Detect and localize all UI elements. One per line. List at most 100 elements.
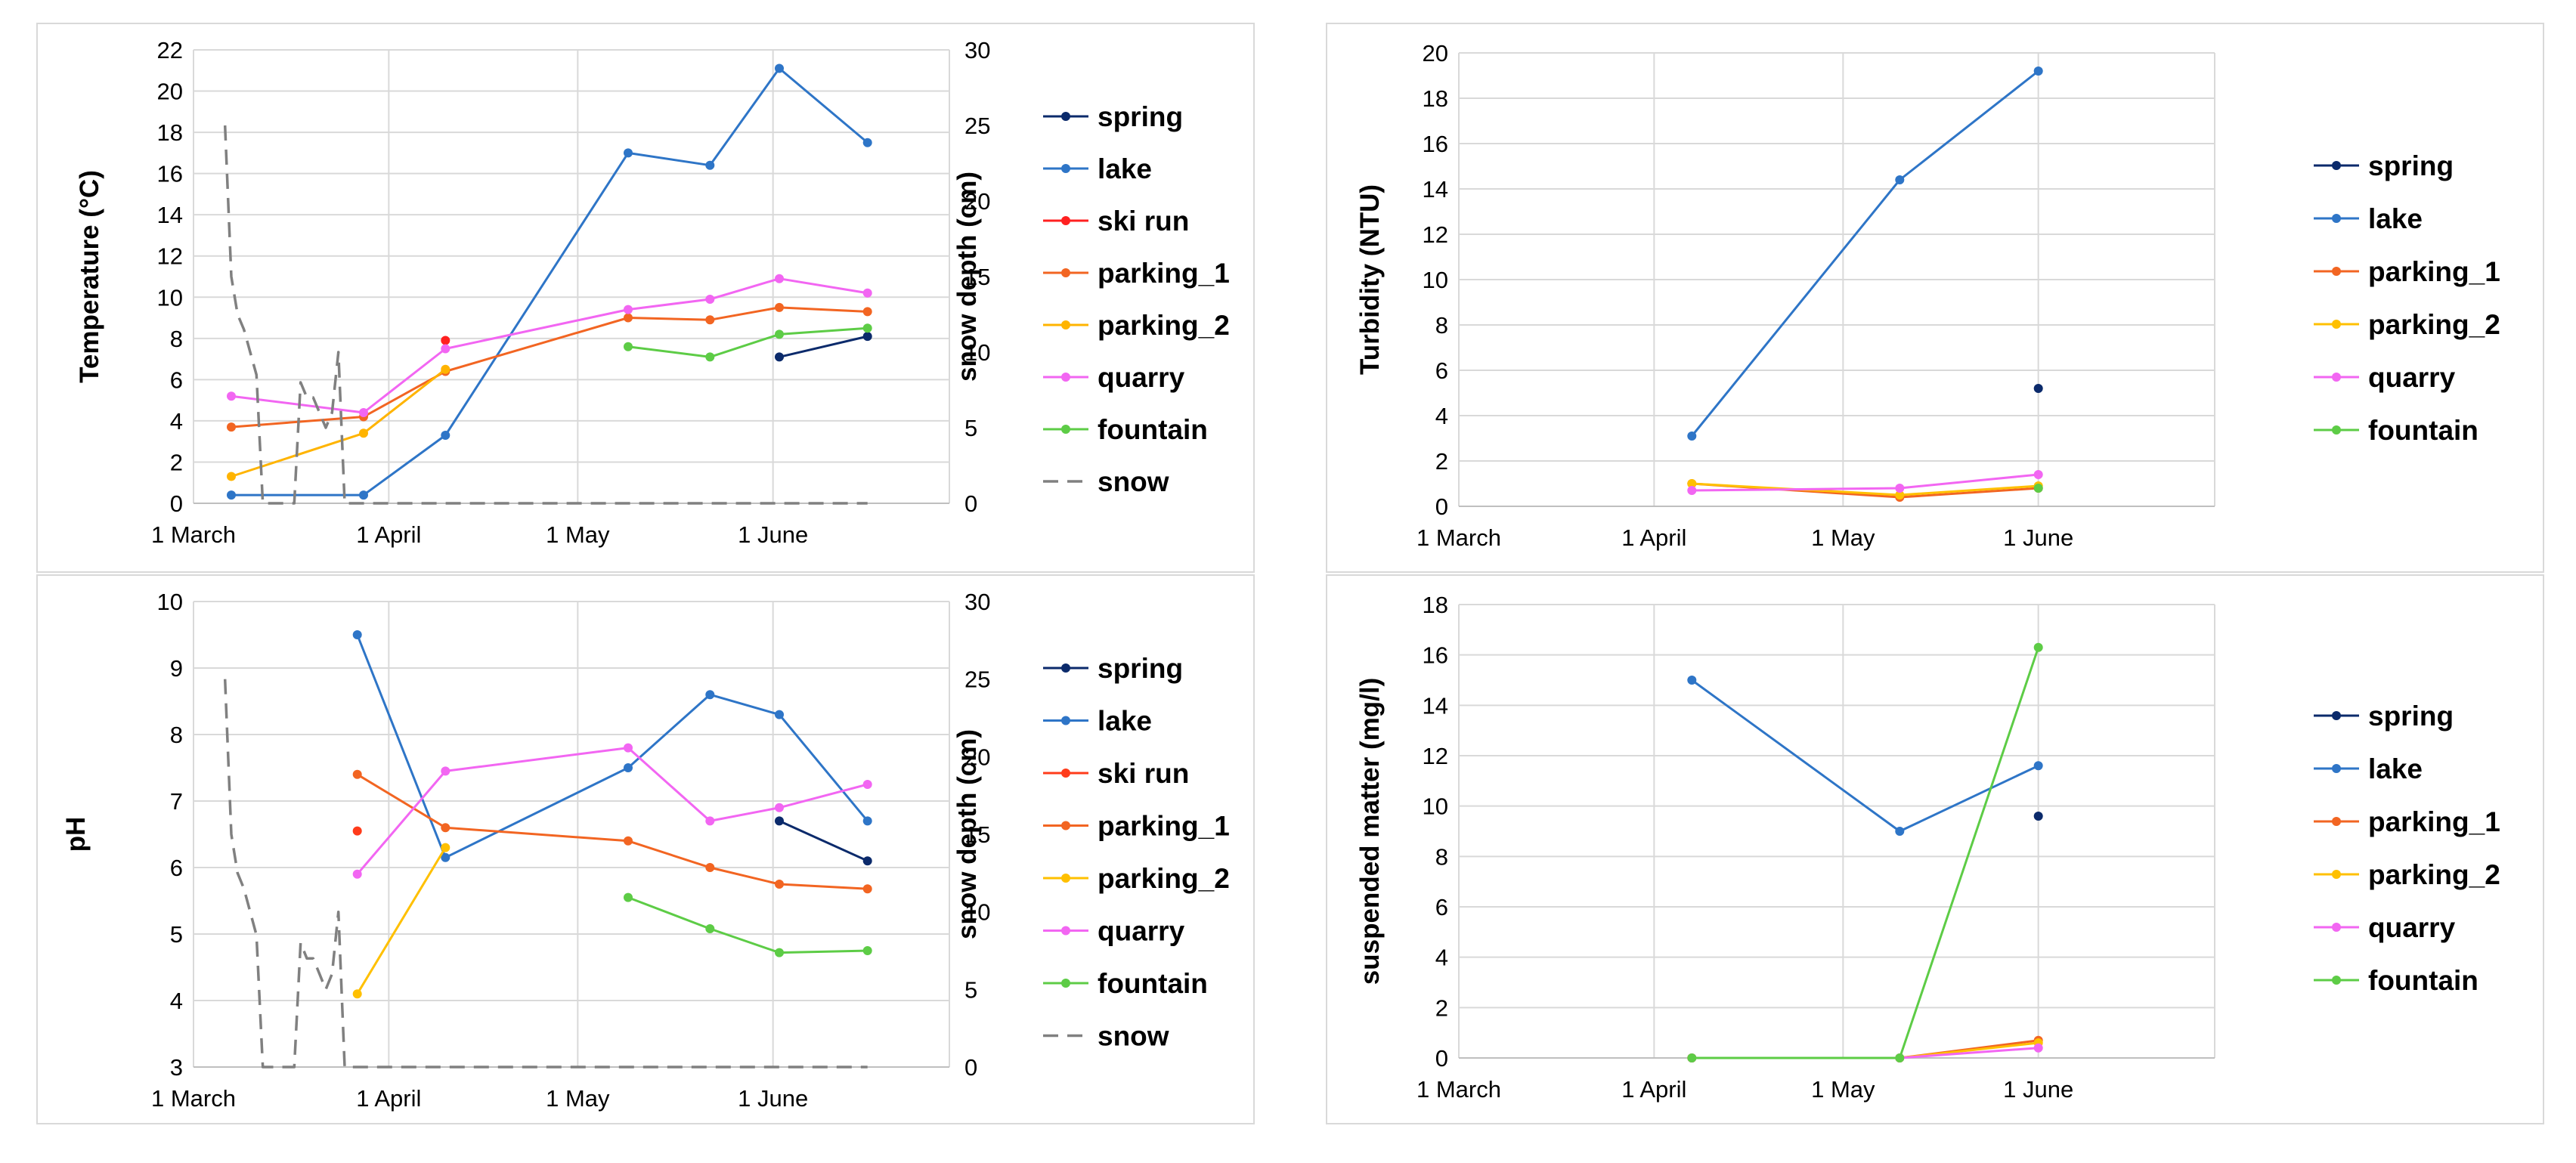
data-point-quarry [862,288,872,298]
y2-tick-label: 10 [964,339,990,366]
legend-label-quarry: quarry [2368,912,2456,943]
legend-marker-spring [1061,112,1070,121]
legend-label-parking-2: parking_2 [1098,863,1230,894]
data-point-lake [624,763,633,772]
data-point-fountain [624,342,633,351]
legend-marker-quarry [2332,373,2341,382]
legend-label-ski-run: ski run [1098,758,1189,789]
data-point-parking-2 [441,364,450,374]
series-line-fountain [1692,647,2040,1059]
y2-tick-label: 0 [964,490,977,517]
y-tick-label: 4 [170,408,183,435]
data-point-lake [705,160,715,170]
x-tick-label: 1 April [356,1085,421,1112]
y-tick-label: 10 [157,589,183,615]
suspended-matter-chart: 0 2 4 6 8 10 12 14 16 18 1 March 1 April 1 May 1 June… [1355,592,2500,1103]
series-line-parking-2 [356,846,447,994]
x-tick-label: 1 April [1621,1076,1686,1103]
legend-marker-parking-2 [2332,870,2341,879]
legend-label-spring: spring [2368,150,2454,181]
legend-marker-ski-run [1061,769,1070,778]
data-point-lake [862,138,872,147]
legend-marker-fountain [2332,425,2341,435]
legend-label-ski-run: ski run [1098,206,1189,237]
data-point-fountain [705,924,715,933]
x-tick-label: 1 May [1811,524,1875,551]
legend-marker-spring [2332,711,2341,720]
data-point-spring [2033,812,2043,821]
legend-marker-parking-1 [1061,268,1070,277]
data-point-lake [1687,676,1697,685]
data-point-lake [862,816,872,826]
legend-marker-lake [2332,214,2341,223]
x-tick-label: 1 June [2003,524,2073,551]
x-tick-label: 1 June [738,521,808,548]
series-line-lake [1691,70,2039,437]
legend-label-parking-1: parking_1 [2368,256,2500,287]
y-tick-label: 10 [157,284,183,311]
y-tick-label: 8 [170,326,183,352]
y2-tick-label: 15 [964,264,990,290]
data-point-lake [441,431,450,440]
legend-marker-quarry [1061,926,1070,936]
legend-marker-parking-2 [2332,320,2341,329]
x-tick-label: 1 June [738,1085,808,1112]
data-point-parking-1 [624,313,633,323]
y-tick-label: 22 [157,37,183,63]
y-tick-label: 14 [157,202,183,228]
series-line-quarry [231,277,868,414]
data-point-quarry [441,344,450,354]
legend-label-lake: lake [2368,203,2423,234]
y-tick-label: 6 [1435,357,1448,384]
temperature-chart: 0 2 4 6 8 10 12 14 16 18 20 22 1 March 1 April 1 May 1 … [75,37,1230,548]
y2-axis-title: snow depth (cm) [952,729,982,939]
legend-marker-lake [1061,164,1070,173]
y2-tick-label: 5 [964,976,977,1003]
legend-label-parking-1: parking_1 [1098,258,1230,289]
x-tick-label: 1 June [2003,1076,2073,1103]
y-tick-label: 12 [1423,743,1448,769]
y-tick-label: 18 [1423,85,1448,112]
data-point-lake [441,852,450,862]
data-point-lake [775,63,784,73]
legend-marker-parking-1 [2332,817,2341,826]
legend-marker-parking-2 [1061,874,1070,883]
legend-marker-fountain [1061,425,1070,434]
x-tick-label: 1 May [546,1085,610,1112]
x-tick-label: 1 March [151,521,236,548]
suspended-matter-chart-panel: 0 2 4 6 8 10 12 14 16 18 1 March 1 April 1 May 1 June… [1326,574,2544,1124]
legend-label-snow: snow [1098,1021,1169,1052]
y-tick-label: 10 [1423,267,1448,293]
legend-label-snow: snow [1098,466,1169,497]
y-tick-label: 18 [1423,592,1448,618]
x-tick-label: 1 March [1416,524,1501,551]
y2-tick-label: 0 [964,1054,977,1081]
y-tick-label: 10 [1423,793,1448,820]
legend-marker-parking-1 [2332,267,2341,276]
data-point-fountain [2033,484,2043,493]
data-point-fountain [2033,642,2043,652]
legend-label-fountain: fountain [2368,965,2478,996]
y2-tick-label: 30 [964,589,990,615]
data-point-quarry [2033,1043,2043,1053]
y-tick-label: 4 [1435,945,1448,971]
data-point-quarry [624,743,633,753]
y-tick-label: 2 [170,449,183,475]
data-point-parking-2 [359,428,368,438]
legend-label-quarry: quarry [2368,362,2456,393]
x-tick-label: 1 April [1621,524,1686,551]
y-tick-label: 16 [1423,131,1448,157]
data-point-fountain [862,946,872,955]
temperature-chart-panel: 0 2 4 6 8 10 12 14 16 18 20 22 1 March 1 April 1 May 1 … [36,23,1255,573]
legend-label-quarry: quarry [1098,916,1185,947]
legend-marker-fountain [1061,979,1070,988]
data-point-spring [862,856,872,866]
data-point-fountain [624,892,633,902]
legend-label-fountain: fountain [1098,968,1208,999]
x-tick-label: 1 May [1811,1076,1875,1103]
data-point-parking-2 [441,843,450,852]
data-point-parking-1 [227,422,236,432]
series-line-snow [223,679,868,1069]
data-point-parking-1 [775,880,784,889]
turbidity-chart-panel: 0 2 4 6 8 10 12 14 16 18 20 1 March 1 April 1 May 1 Ju… [1326,23,2544,573]
